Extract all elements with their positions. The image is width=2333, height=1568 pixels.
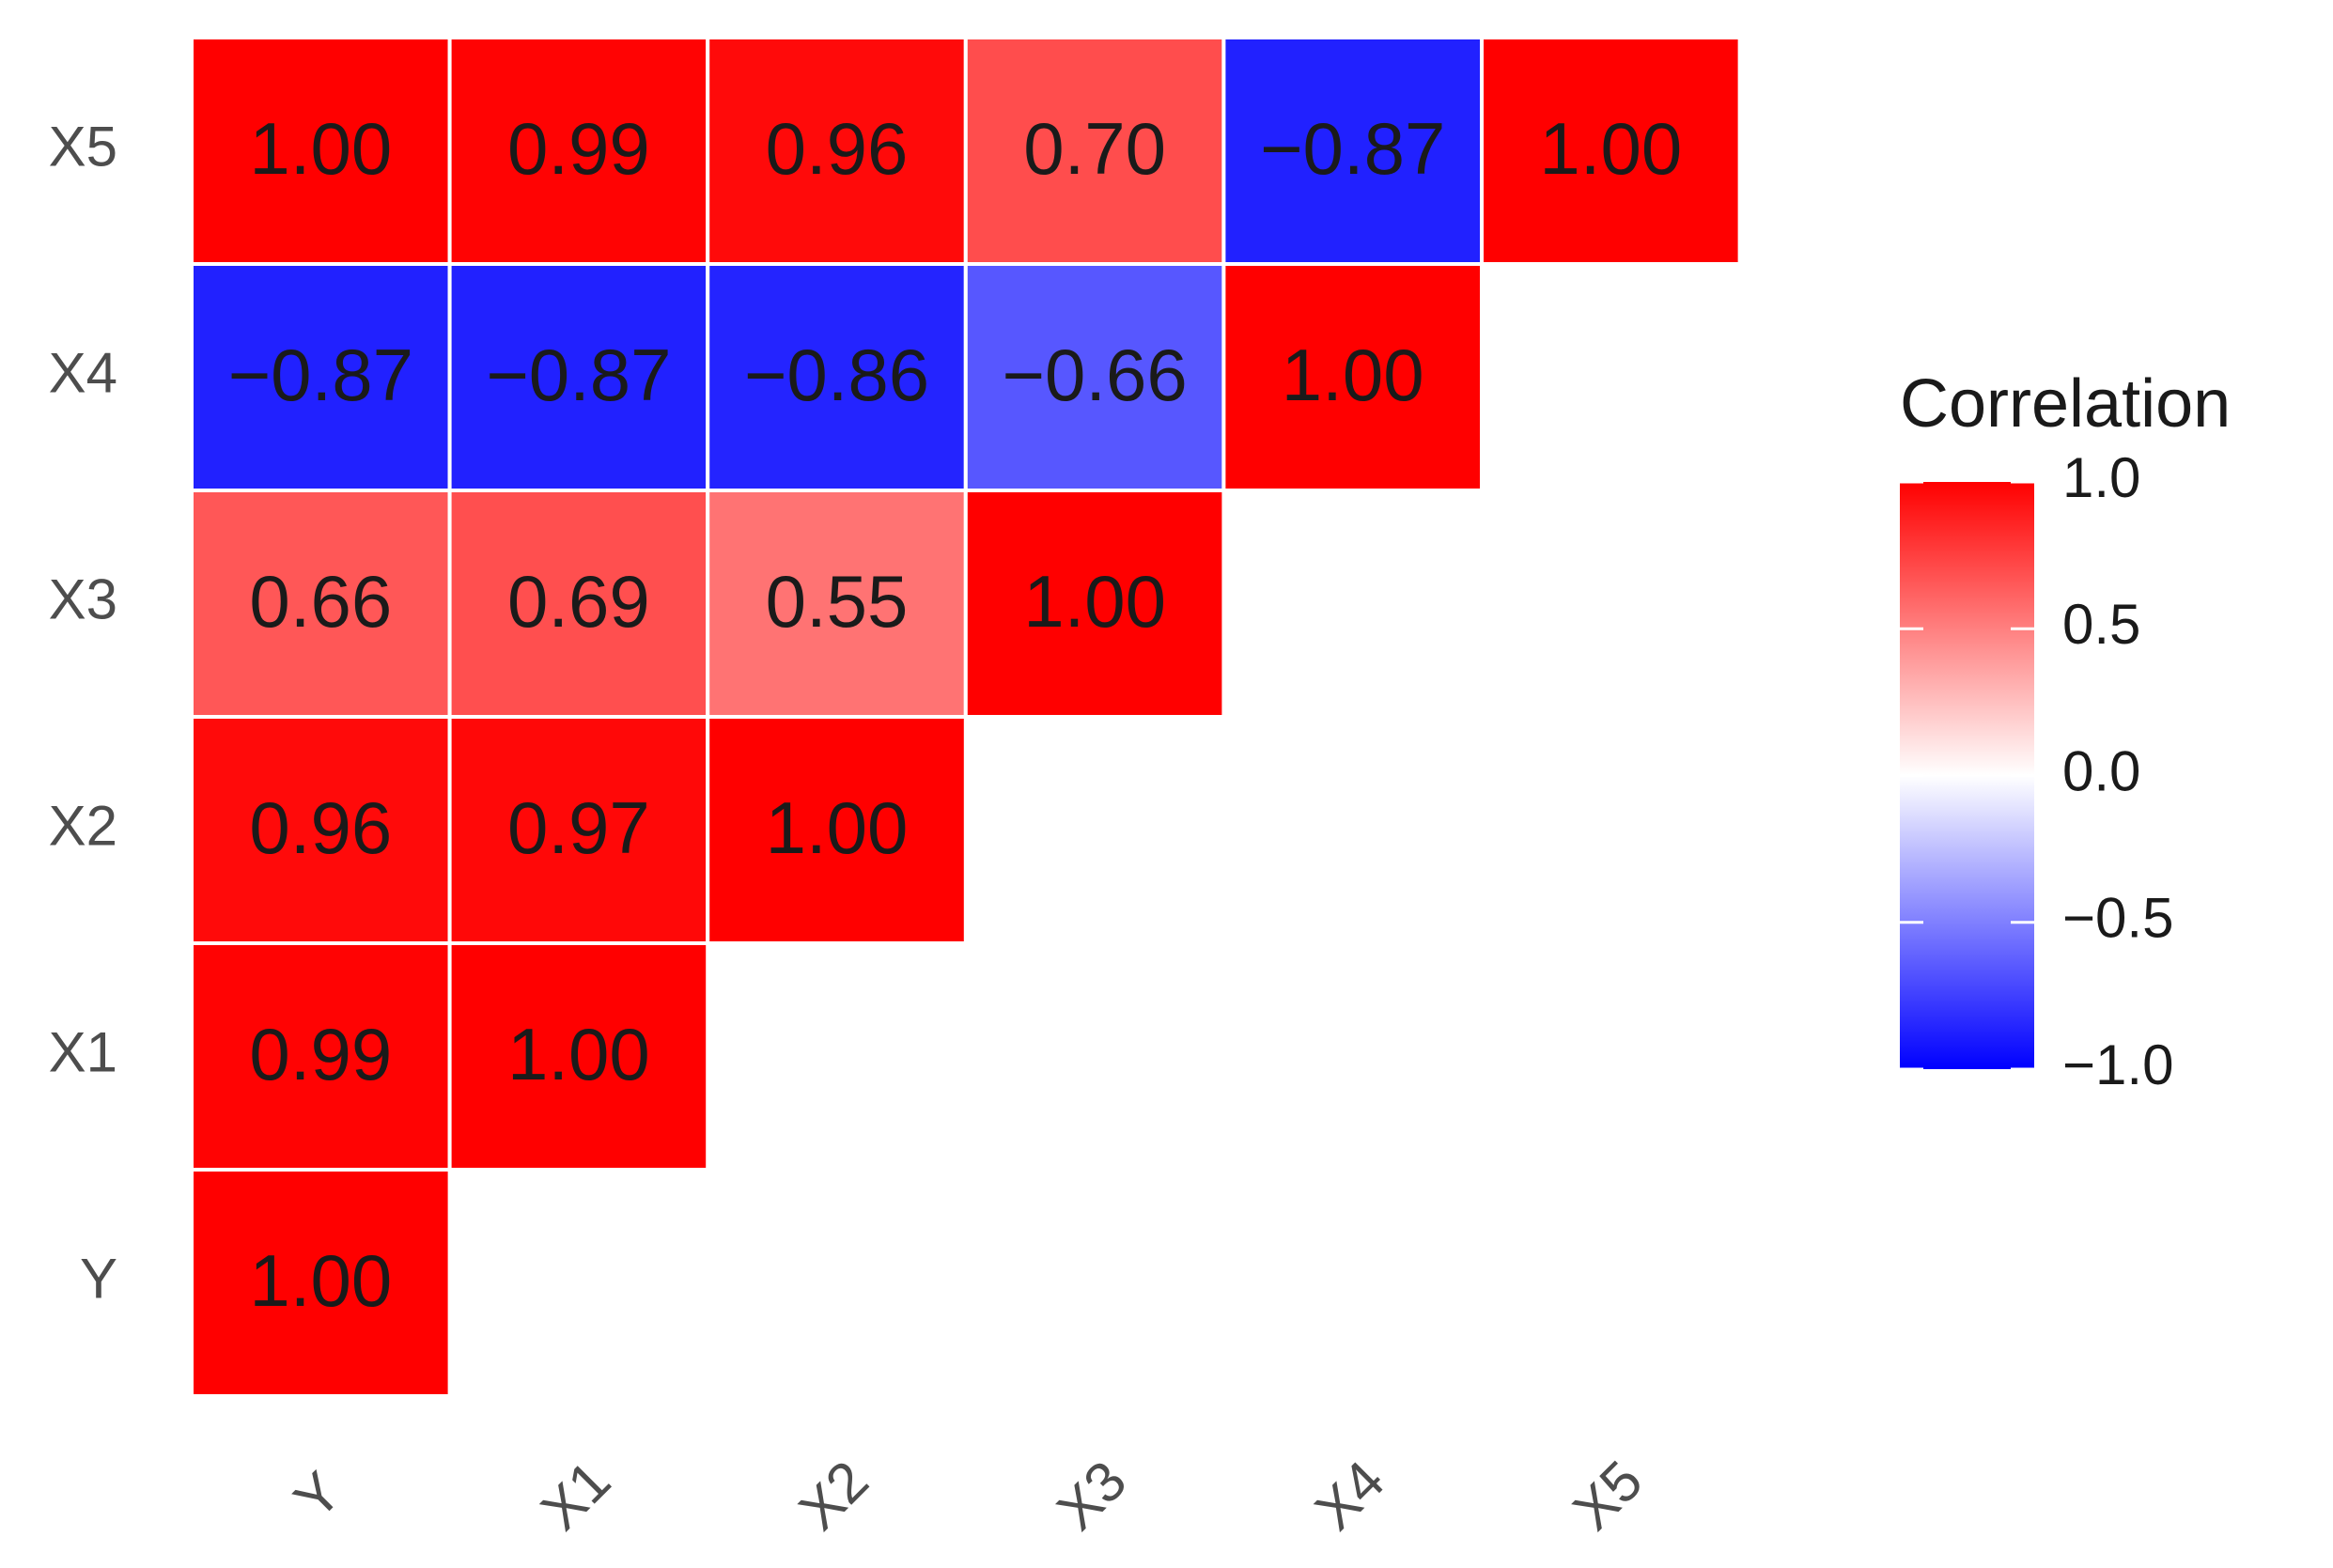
x-tick-label: X1 <box>529 1449 622 1542</box>
heatmap-cell <box>706 715 968 945</box>
cell-label: −0.87 <box>228 334 413 416</box>
cell-label: −0.86 <box>744 334 929 416</box>
heatmap-cell <box>447 715 710 945</box>
cell-label: 1.00 <box>766 786 909 869</box>
cell-label: −0.66 <box>1002 334 1187 416</box>
y-tick-label: X2 <box>49 794 117 857</box>
heatmap-cell <box>190 715 452 945</box>
heatmap-cell <box>706 36 968 266</box>
colorbar-tick-label: 0.5 <box>2062 593 2140 656</box>
y-tick-label: X4 <box>49 341 117 404</box>
cell-label: −0.87 <box>486 334 671 416</box>
legend-title: Correlation <box>1900 366 2231 442</box>
heatmap-cell <box>706 262 968 492</box>
x-tick-label: X4 <box>1303 1449 1396 1542</box>
heatmap-cell <box>190 941 452 1172</box>
heatmap-cell <box>447 36 710 266</box>
x-tick-label: X5 <box>1561 1449 1654 1542</box>
cell-label: 0.55 <box>766 560 909 643</box>
heatmap-cell <box>963 36 1226 266</box>
colorbar-tick-label: 0.0 <box>2062 739 2140 802</box>
cell-label: 1.00 <box>249 1239 392 1322</box>
cell-label: 0.70 <box>1023 107 1166 190</box>
heatmap-cell <box>1480 36 1742 266</box>
cell-label: 0.97 <box>507 786 650 869</box>
cell-label: 1.00 <box>1023 560 1166 643</box>
cell-label: 1.00 <box>1282 334 1424 416</box>
heatmap-cell <box>706 489 968 719</box>
heatmap-cell <box>1221 36 1485 266</box>
cell-label: 0.66 <box>249 560 392 643</box>
x-tick-label: X3 <box>1045 1449 1138 1542</box>
heatmap-cell <box>190 36 452 266</box>
cell-label: 0.96 <box>766 107 909 190</box>
colorbar-tick-label: −0.5 <box>2062 887 2173 950</box>
y-tick-label: X5 <box>49 115 117 178</box>
colorbar-tick-label: −1.0 <box>2062 1033 2173 1096</box>
cell-label: 0.99 <box>507 107 650 190</box>
heatmap-cell <box>1221 262 1485 492</box>
cell-label: 0.69 <box>507 560 650 643</box>
cell-label: −0.87 <box>1260 107 1445 190</box>
cell-label: 1.00 <box>1539 107 1682 190</box>
y-tick-label: Y <box>80 1247 117 1310</box>
heatmap-cell <box>190 1168 452 1398</box>
heatmap-cell <box>447 262 710 492</box>
x-tick-label: Y <box>282 1460 353 1531</box>
cell-label: 0.96 <box>249 786 392 869</box>
heatmap-cell <box>963 489 1226 719</box>
heatmap-cell <box>190 489 452 719</box>
x-tick-label: X2 <box>787 1449 880 1542</box>
cell-label: 0.99 <box>249 1013 392 1095</box>
heatmap-cell <box>447 489 710 719</box>
y-tick-label: X3 <box>49 567 117 630</box>
colorbar-tick-label: 1.0 <box>2062 446 2140 509</box>
cell-label: 1.00 <box>507 1013 650 1095</box>
y-tick-label: X1 <box>49 1020 117 1083</box>
cell-label: 1.00 <box>249 107 392 190</box>
